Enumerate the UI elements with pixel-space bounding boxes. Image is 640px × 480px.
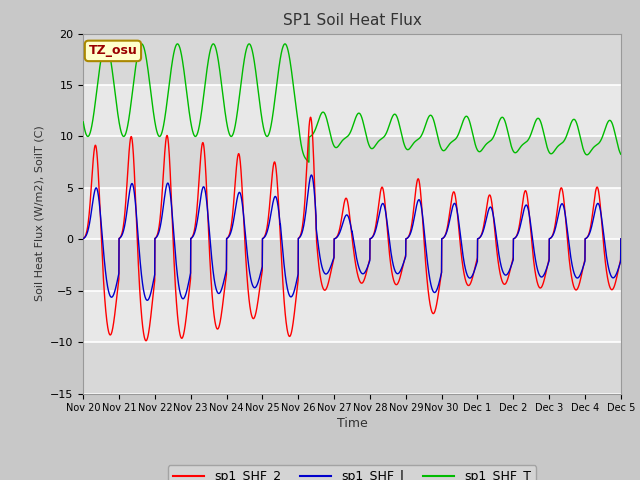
Bar [83, 34, 621, 85]
sp1_SHF_T [173, 42, 180, 48]
sp1_SHF_2 [79, 236, 87, 241]
sp1_SHF_l [141, 292, 148, 298]
Line: sp1_SHF_T: sp1_SHF_T [83, 44, 621, 162]
sp1_SHF_T [305, 159, 313, 165]
sp1_SHF_T [607, 118, 614, 123]
Bar [83, 188, 621, 240]
sp1_SHF_l [143, 298, 151, 303]
sp1_SHF_T [309, 131, 317, 137]
X-axis label: Time: Time [337, 418, 367, 431]
sp1_SHF_l [617, 236, 625, 242]
sp1_SHF_2 [549, 232, 557, 238]
sp1_SHF_2 [307, 114, 314, 120]
Bar [83, 291, 621, 342]
sp1_SHF_T [617, 151, 625, 157]
sp1_SHF_T [549, 150, 557, 156]
sp1_SHF_T [285, 55, 293, 60]
Bar [83, 240, 621, 291]
Line: sp1_SHF_l: sp1_SHF_l [83, 175, 621, 300]
sp1_SHF_2 [607, 286, 614, 291]
sp1_SHF_T [102, 41, 109, 47]
sp1_SHF_l [173, 265, 180, 271]
sp1_SHF_2 [617, 236, 625, 242]
sp1_SHF_2 [142, 338, 150, 344]
sp1_SHF_2 [309, 142, 317, 147]
sp1_SHF_l [285, 293, 293, 299]
sp1_SHF_T [79, 119, 87, 125]
sp1_SHF_2 [173, 301, 180, 307]
sp1_SHF_l [79, 236, 87, 241]
Line: sp1_SHF_2: sp1_SHF_2 [83, 117, 621, 341]
Legend: sp1_SHF_2, sp1_SHF_l, sp1_SHF_T: sp1_SHF_2, sp1_SHF_l, sp1_SHF_T [168, 465, 536, 480]
sp1_SHF_l [549, 233, 557, 239]
Title: SP1 Soil Heat Flux: SP1 Soil Heat Flux [283, 13, 421, 28]
Text: TZ_osu: TZ_osu [88, 44, 138, 58]
sp1_SHF_l [308, 172, 316, 178]
Bar [83, 136, 621, 188]
Y-axis label: Soil Heat Flux (W/m2), SoilT (C): Soil Heat Flux (W/m2), SoilT (C) [35, 126, 45, 301]
Bar [83, 85, 621, 136]
sp1_SHF_l [309, 177, 317, 183]
sp1_SHF_T [141, 48, 148, 53]
sp1_SHF_2 [285, 334, 293, 339]
Bar [83, 342, 621, 394]
sp1_SHF_l [607, 272, 614, 278]
sp1_SHF_2 [141, 335, 148, 341]
